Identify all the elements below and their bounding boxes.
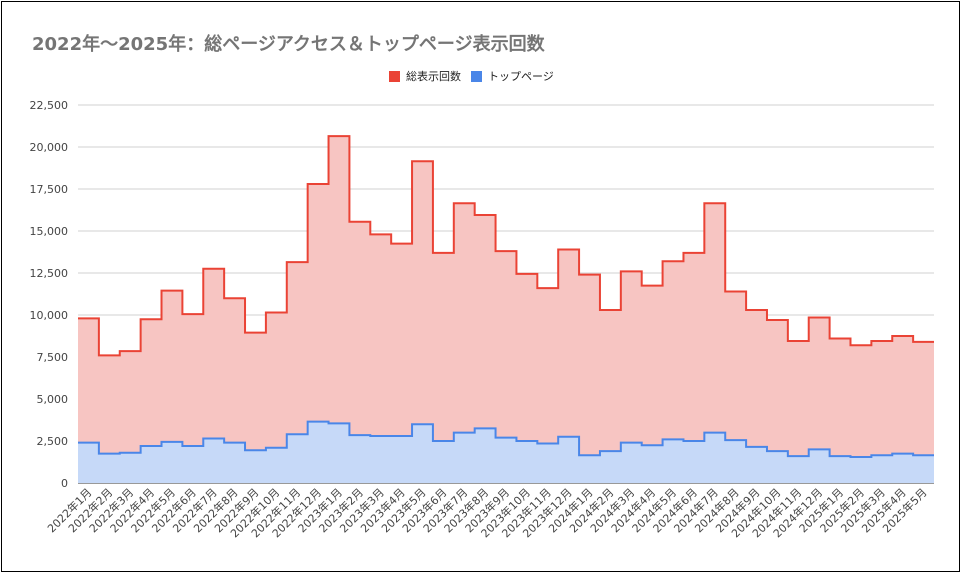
legend-swatch-total: [389, 70, 400, 82]
legend-label-total: 総表示回数: [406, 70, 461, 83]
y-axis-ticks: 0 2,500 5,000 7,500 10,000 12,500 15,000 17,500…: [30, 99, 69, 490]
series-area-total: [78, 136, 934, 483]
y-tick-label: 15,000: [30, 225, 69, 238]
series-areas: [78, 136, 934, 483]
y-tick-label: 22,500: [30, 99, 69, 112]
y-tick-label: 0: [61, 477, 68, 490]
y-tick-label: 2,500: [37, 435, 69, 448]
y-tick-label: 7,500: [37, 351, 69, 364]
legend-item-total[interactable]: 総表示回数: [389, 68, 461, 84]
series-line-top: [78, 420, 934, 458]
y-tick-label: 12,500: [30, 267, 69, 280]
series-area-top: [78, 421, 934, 483]
legend-label-top: トップページ: [488, 70, 554, 83]
legend-item-top[interactable]: トップページ: [471, 68, 554, 84]
y-tick-label: 17,500: [30, 183, 69, 196]
y-tick-label: 20,000: [30, 141, 69, 154]
series-lines: [78, 135, 934, 458]
series-line-total: [78, 135, 934, 357]
x-axis-ticks: 2022年1月2022年2月2022年3月2022年4月2022年5月2022年…: [44, 485, 929, 540]
legend: 総表示回数 トップページ: [389, 68, 554, 84]
legend-swatch-top: [471, 70, 482, 82]
y-tick-label: 5,000: [37, 393, 69, 406]
y-tick-label: 10,000: [30, 309, 69, 322]
chart-title: 2022年〜2025年：総ページアクセス＆トップページ表示回数: [32, 34, 545, 55]
